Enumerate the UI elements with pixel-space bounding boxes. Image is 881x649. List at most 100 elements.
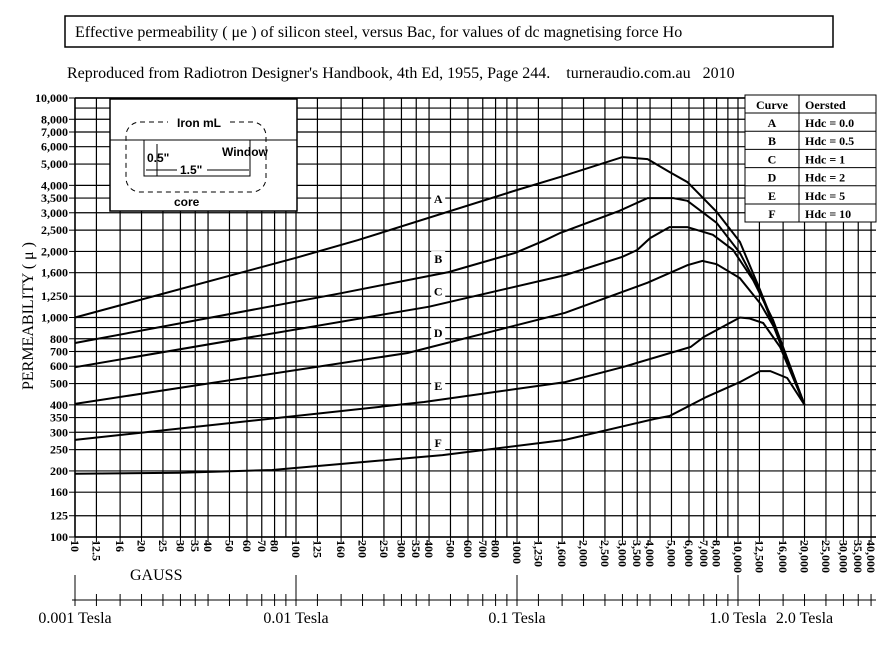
legend-curve-d: D	[768, 171, 777, 185]
x-tick-label: 800	[489, 540, 503, 558]
curve-label-a: A	[434, 192, 443, 206]
y-tick-label: 400	[50, 398, 68, 412]
legend-header-curve: Curve	[756, 98, 789, 112]
y-axis-label: PERMEABILITY ( μ )	[20, 242, 37, 390]
x-tick-label: 10	[68, 540, 82, 552]
legend-curve-f: F	[768, 207, 775, 221]
x-tick-label: 12,500	[752, 540, 766, 573]
curve-label-bg	[431, 283, 446, 299]
x-tick-label: 160	[334, 540, 348, 558]
x-tick-label: 20	[135, 540, 149, 552]
core-inset-diagram: Iron mL Window 0.5" 1.5" core	[109, 98, 298, 212]
x-tick-label: 16	[113, 540, 127, 552]
curve-f	[74, 370, 806, 475]
curve-a	[74, 156, 806, 406]
curve-c	[74, 226, 806, 406]
x-tick-label: 40	[201, 540, 215, 552]
legend-curve-e: E	[768, 189, 776, 203]
y-tick-label: 350	[50, 411, 68, 425]
x-tick-label: 1,250	[531, 540, 545, 567]
y-tick-label: 2,500	[41, 223, 68, 237]
inset-window-label: Window	[222, 145, 269, 159]
curve-e	[74, 316, 806, 441]
x-tick-label: 25,000	[819, 540, 833, 573]
tesla-label: 0.01 Tesla	[263, 610, 328, 627]
y-tick-label: 1,250	[41, 289, 68, 303]
chart-title: Effective permeability ( μe ) of silicon…	[75, 24, 682, 41]
curve-label-bg	[431, 325, 446, 341]
y-tick-label: 6,000	[41, 140, 68, 154]
y-tick-label: 300	[50, 425, 68, 439]
x-tick-label: 300	[394, 540, 408, 558]
tesla-label: 0.1 Tesla	[488, 610, 545, 627]
curve-label-bg	[431, 190, 446, 206]
legend-header-oersted: Oersted	[805, 98, 846, 112]
x-tick-label: 40,000	[864, 540, 878, 573]
x-tick-label: 700	[476, 540, 490, 558]
inset-label-bg	[168, 114, 230, 130]
x-tick-label: 125	[310, 540, 324, 558]
x-tick-label: 100	[289, 540, 303, 558]
x-tick-label: 1000	[510, 540, 524, 564]
x-tick-label: 200	[356, 540, 370, 558]
x-tick-label: 5,000	[664, 540, 678, 567]
axes: 10,0008,0007,0006,0005,0004,0003,5003,00…	[35, 91, 878, 627]
curve-label-f: F	[435, 436, 442, 450]
curve-d	[74, 259, 806, 406]
tesla-label: 1.0 Tesla	[709, 610, 766, 627]
y-tick-label: 600	[50, 359, 68, 373]
x-tick-label: 7,000	[697, 540, 711, 567]
x-tick-label: 70	[255, 540, 269, 552]
chart-subtitle: Reproduced from Radiotron Designer's Han…	[67, 65, 735, 82]
y-tick-label: 3,500	[41, 191, 68, 205]
x-tick-label: 20,000	[798, 540, 812, 573]
x-tick-label: 16,000	[776, 540, 790, 573]
x-axis-label: GAUSS	[130, 567, 182, 584]
x-tick-label: 50	[222, 540, 236, 552]
curve-label-bg	[431, 251, 446, 267]
curve-label-bg	[431, 435, 446, 451]
x-tick-label: 80	[268, 540, 282, 552]
y-tick-label: 250	[50, 443, 68, 457]
legend-hdc-value: Hdc = 10	[805, 207, 851, 221]
y-tick-label: 2,000	[41, 244, 68, 258]
legend-frame	[744, 94, 877, 223]
x-tick-label: 4,000	[643, 540, 657, 567]
title-box	[64, 15, 834, 48]
legend-curve-a: A	[768, 116, 777, 130]
x-tick-label: 35	[188, 540, 202, 552]
x-tick-label: 25	[156, 540, 170, 552]
y-tick-label: 5,000	[41, 157, 68, 171]
legend-hdc-value: Hdc = 0.0	[805, 116, 854, 130]
x-tick-label: 250	[377, 540, 391, 558]
y-tick-label: 800	[50, 332, 68, 346]
inset-core-label: core	[174, 195, 200, 209]
legend-hdc-value: Hdc = 0.5	[805, 134, 854, 148]
x-tick-label: 500	[443, 540, 457, 558]
curve-label-e: E	[434, 379, 442, 393]
x-tick-label: 8,000	[710, 540, 724, 567]
y-tick-label: 7,000	[41, 125, 68, 139]
y-tick-label: 160	[50, 485, 68, 499]
x-tick-label: 600	[461, 540, 475, 558]
curve-label-b: B	[434, 252, 442, 266]
tesla-label: 0.001 Tesla	[38, 610, 111, 627]
curve-label-c: C	[434, 284, 443, 298]
legend-table: Curve Oersted A Hdc = 0.0 B Hdc = 0.5 C Hdc =…	[744, 94, 877, 223]
tesla-label: 2.0 Tesla	[776, 610, 833, 627]
x-tick-label: 3,000	[615, 540, 629, 567]
x-tick-label: 30,000	[836, 540, 850, 573]
x-tick-label: 2,500	[598, 540, 612, 567]
y-tick-label: 4,000	[41, 178, 68, 192]
x-tick-label: 12.5	[89, 540, 103, 561]
x-tick-label: 35,000	[851, 540, 865, 573]
x-tick-label: 10,000	[731, 540, 745, 573]
curve-label-bg	[431, 377, 446, 393]
y-tick-label: 10,000	[35, 91, 68, 105]
legend-hdc-value: Hdc = 1	[805, 152, 845, 166]
x-tick-label: 30	[173, 540, 187, 552]
y-tick-label: 1,600	[41, 266, 68, 280]
legend-curve-b: B	[768, 134, 776, 148]
